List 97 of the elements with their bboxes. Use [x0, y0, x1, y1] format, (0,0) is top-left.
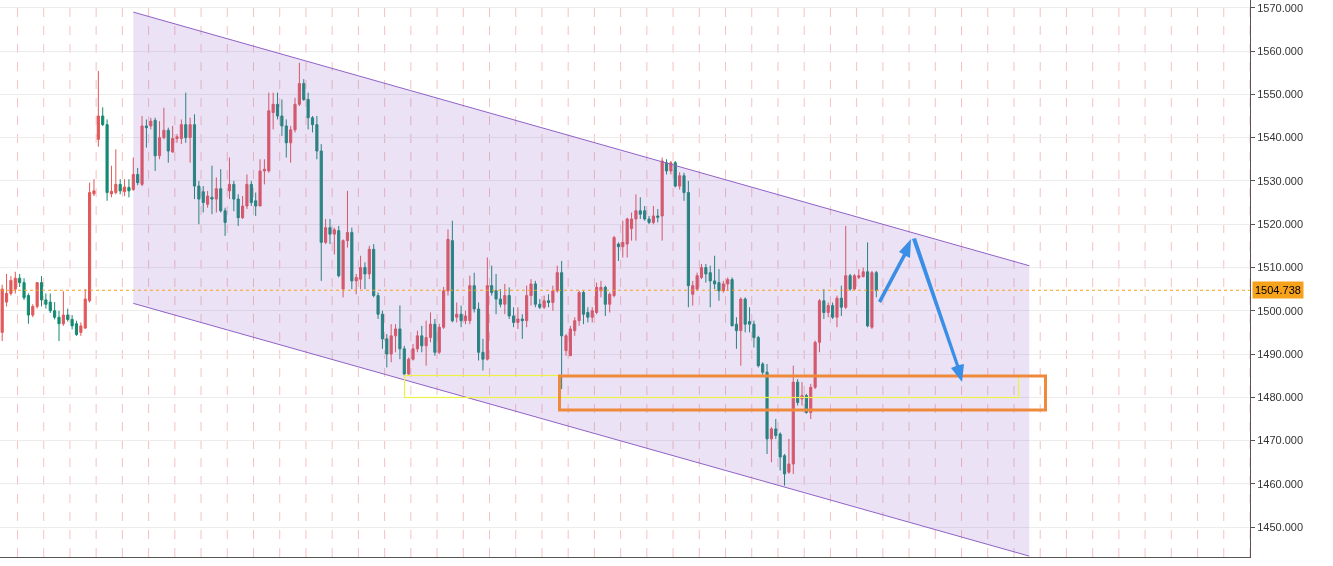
- y-tick-label: 1470.000: [1257, 434, 1304, 447]
- candlestick: [127, 178, 131, 198]
- candlestick: [634, 193, 638, 242]
- candlestick: [739, 296, 743, 367]
- candlestick: [122, 178, 127, 197]
- candlestick: [179, 118, 183, 145]
- candlestick: [210, 165, 214, 215]
- candlestick: [13, 271, 17, 294]
- candlestick: [673, 160, 677, 188]
- candlestick: [149, 117, 153, 130]
- candlestick: [144, 118, 148, 149]
- candlestick: [520, 313, 524, 340]
- candlestick: [328, 218, 332, 245]
- candlestick: [468, 275, 472, 325]
- candlestick: [420, 325, 424, 353]
- candlestick: [765, 363, 769, 455]
- candlestick: [206, 190, 210, 209]
- candlestick: [866, 241, 870, 328]
- candlestick: [651, 205, 655, 225]
- candlestick: [664, 158, 669, 175]
- candlestick: [188, 117, 192, 164]
- candlestick: [446, 228, 450, 297]
- y-tick-label: 1530.000: [1257, 174, 1304, 187]
- candlestick: [96, 70, 100, 148]
- candlestick: [258, 158, 262, 207]
- candlestick: [184, 92, 188, 144]
- candlestick: [114, 148, 118, 195]
- candlestick: [721, 280, 725, 294]
- candlestick: [844, 225, 848, 310]
- candlestick: [560, 260, 564, 390]
- y-tick-label: 1550.000: [1257, 88, 1304, 101]
- candlestick: [769, 426, 773, 463]
- candlestick: [581, 290, 586, 325]
- candlestick: [455, 302, 459, 323]
- candlestick: [136, 167, 140, 186]
- candlestick: [171, 125, 175, 154]
- candlestick: [140, 115, 144, 187]
- y-tick-label: 1540.000: [1257, 131, 1304, 144]
- candlestick: [214, 176, 218, 213]
- candlestick: [166, 127, 170, 164]
- candlestick: [516, 306, 520, 330]
- candlestick: [656, 208, 660, 223]
- y-tick-label: 1560.000: [1257, 44, 1304, 57]
- y-tick-label: 1450.000: [1257, 520, 1304, 533]
- candlestick: [861, 266, 865, 278]
- candlestick: [337, 225, 341, 278]
- candlestick: [870, 270, 874, 330]
- candlestick: [822, 288, 826, 320]
- candlestick: [852, 273, 857, 292]
- candlestick: [433, 318, 437, 357]
- candlestick: [546, 293, 551, 308]
- candlestick: [848, 273, 852, 292]
- candlestick: [835, 295, 839, 328]
- candlestick: [350, 227, 354, 290]
- candlestick: [800, 381, 804, 407]
- candlestick: [791, 365, 795, 475]
- candlestick: [542, 295, 546, 310]
- candlestick: [826, 302, 830, 318]
- candlestick: [363, 261, 367, 290]
- candlestick: [503, 283, 507, 315]
- candlestick: [796, 378, 800, 407]
- candlestick: [61, 290, 65, 327]
- candlestick: [743, 296, 747, 333]
- candlestick: [551, 285, 555, 312]
- candlestick: [367, 245, 371, 280]
- y-tick-label: 1490.000: [1257, 347, 1304, 360]
- candlestick: [638, 196, 642, 220]
- candlestick: [485, 257, 489, 362]
- candlestick: [603, 285, 607, 317]
- candlestick: [874, 270, 878, 298]
- y-tick-label: 1480.000: [1257, 391, 1304, 404]
- candlestick: [678, 171, 682, 191]
- candlestick: [621, 220, 625, 259]
- candlestick: [726, 276, 730, 292]
- candlestick: [616, 241, 621, 262]
- candlestick: [450, 220, 454, 323]
- ref-line-label: 1504.738: [1255, 284, 1301, 296]
- candlestick: [533, 280, 537, 308]
- candlestick: [831, 302, 835, 320]
- candlestick: [625, 217, 629, 259]
- candlestick: [459, 305, 463, 328]
- y-tick-label: 1510.000: [1257, 261, 1304, 274]
- candlestick: [227, 157, 232, 200]
- y-tick-label: 1520.000: [1257, 218, 1304, 231]
- candlestick: [660, 157, 664, 242]
- candlestick: [131, 157, 135, 192]
- candlestick: [332, 227, 336, 255]
- candlestick: [153, 117, 157, 172]
- candlestick: [389, 323, 393, 363]
- candlestick: [118, 178, 122, 195]
- candlestick: [324, 218, 328, 245]
- candlestick: [39, 275, 44, 307]
- candlestick: [839, 285, 843, 317]
- y-tick-label: 1460.000: [1257, 477, 1304, 490]
- candlestick: [555, 265, 559, 294]
- y-tick-label: 1570.000: [1257, 1, 1304, 14]
- y-tick-label: 1500.000: [1257, 304, 1304, 317]
